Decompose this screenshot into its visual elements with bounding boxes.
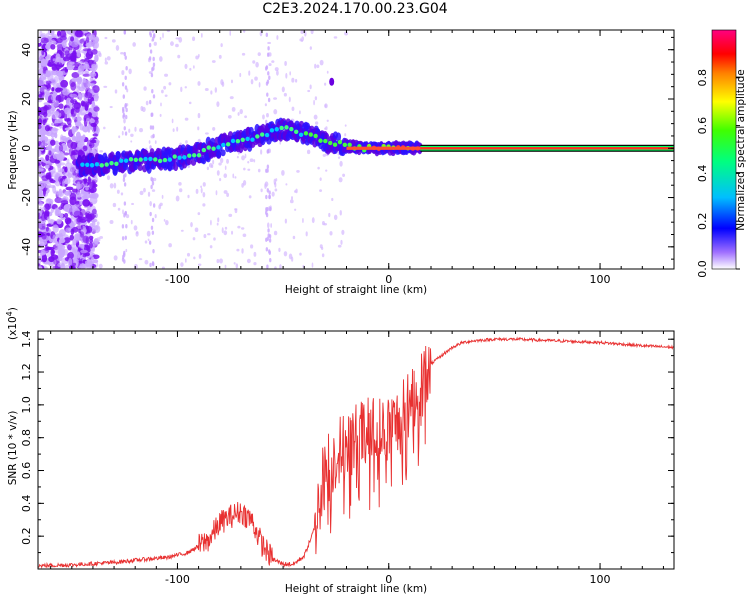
spectrogram-frame — [37, 29, 675, 270]
colorbar-ticks: 0.0 0.2 0.4 0.6 0.8 — [696, 69, 740, 278]
colorbar-tick-label: 0.2 — [696, 212, 709, 230]
spectrogram-x-axis-label: Height of straight line (km) — [285, 284, 427, 296]
snr-y-tick-label: 1.2 — [20, 363, 33, 381]
colorbar-frame — [711, 29, 737, 270]
colorbar-tick-label: 0.0 — [696, 260, 709, 278]
page-title: C2E3.2024.170.00.23.G04 — [262, 1, 448, 17]
snr-marks — [38, 336, 674, 569]
snr-y-multiplier: (x104) — [5, 307, 19, 340]
snr-y-tick-label: 1.4 — [20, 330, 33, 348]
spectrogram-x-tick-label: 100 — [590, 273, 611, 286]
colorbar-gradient — [712, 30, 736, 269]
snr-plot: -100 0 100 0.2 0.4 0.6 0.8 1.0 1.2 1.4 Height of … — [5, 307, 675, 595]
snr-x-tick-label: 0 — [385, 573, 392, 586]
snr-y-tick-label: 0.4 — [20, 495, 33, 513]
spectrogram-y-tick-label: 40 — [20, 43, 33, 57]
snr-frame — [37, 330, 675, 570]
snr-y-tick-label: 1.0 — [20, 396, 33, 414]
spectrogram-y-axis-label: Frequency (Hz) — [7, 110, 19, 189]
spectrogram-plot: -100 0 100 -40 -20 0 20 40 Height of straight l… — [7, 29, 675, 296]
spectrogram-marks — [38, 30, 674, 269]
spectrogram-carrier-band — [346, 144, 674, 152]
spectrogram-x-tick-label: -100 — [165, 273, 190, 286]
colorbar-tick-label: 0.6 — [696, 117, 709, 135]
snr-axes: -100 0 100 0.2 0.4 0.6 0.8 1.0 1.2 1.4 — [20, 330, 674, 586]
spectrogram-axes: -100 0 100 -40 -20 0 20 40 — [20, 30, 674, 286]
snr-y-tick-label: 0.6 — [20, 462, 33, 480]
spectrogram-y-tick-label: 20 — [20, 92, 33, 106]
snr-y-tick-label: 0.8 — [20, 429, 33, 447]
spectrogram-y-tick-label: -40 — [20, 238, 33, 256]
colorbar: 0.0 0.2 0.4 0.6 0.8 Normalized spectral ampl… — [696, 29, 747, 278]
snr-y-axis-label: SNR (10 * v/v) — [7, 411, 19, 486]
spectrogram-y-tick-label: 0 — [20, 145, 33, 152]
snr-series-line — [38, 336, 674, 569]
colorbar-tick-label: 0.8 — [696, 69, 709, 87]
spectrogram-x-tick-label: 0 — [385, 273, 392, 286]
spectrogram-y-tick-label: -20 — [20, 189, 33, 207]
snr-x-tick-label: 100 — [590, 573, 611, 586]
snr-x-axis-label: Height of straight line (km) — [285, 583, 427, 595]
snr-y-tick-label: 0.2 — [20, 527, 33, 545]
colorbar-tick-label: 0.4 — [696, 165, 709, 183]
snr-x-tick-label: -100 — [165, 573, 190, 586]
colorbar-label: Normalized spectral amplitude — [735, 69, 747, 230]
